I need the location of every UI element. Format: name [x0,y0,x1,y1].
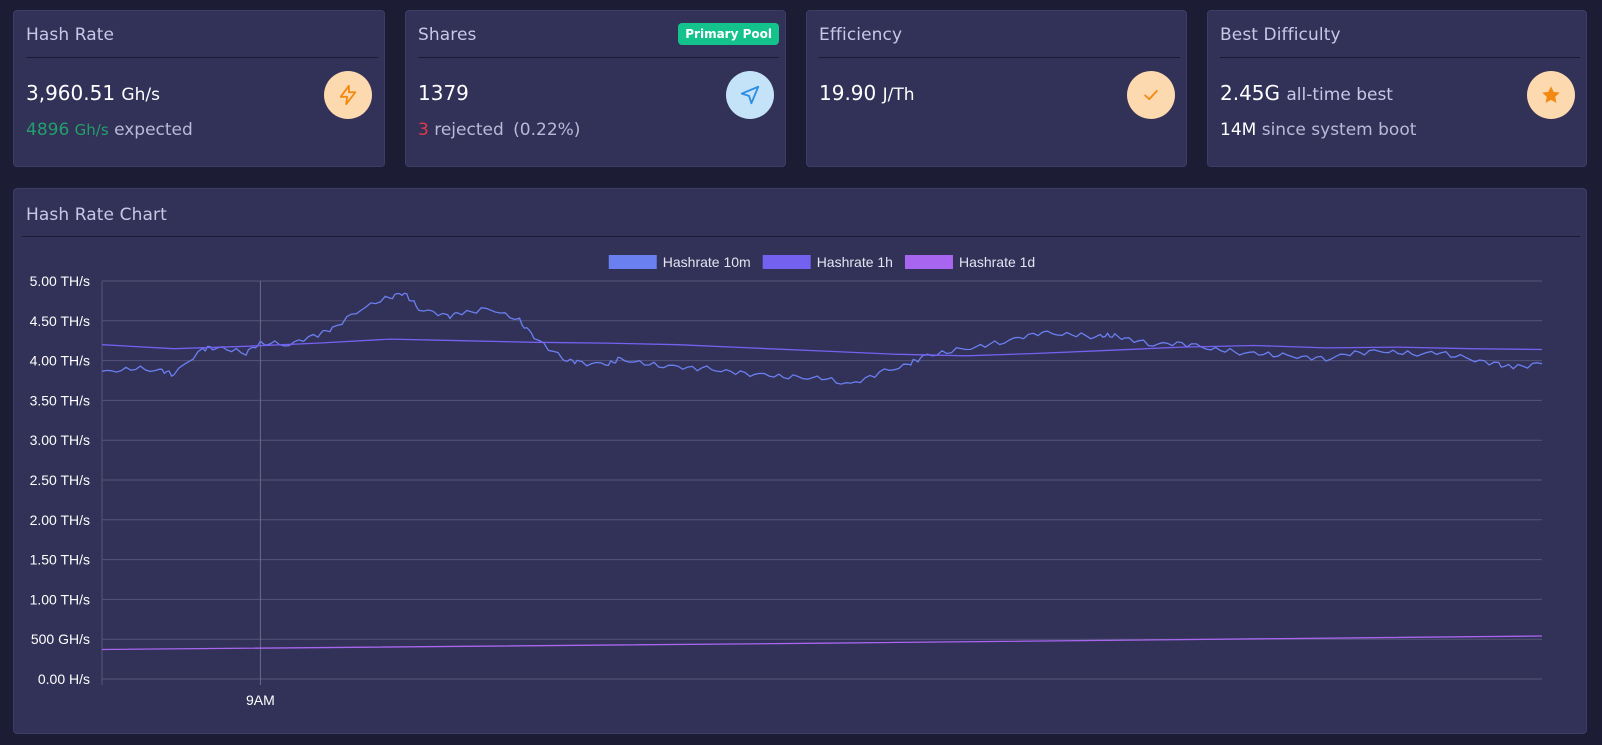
y-tick-label: 1.50 TH/s [30,552,90,568]
best-difficulty-card-divider [1220,57,1580,58]
best-difficulty-boot: 14M since system boot [1220,120,1416,140]
y-tick-label: 4.00 TH/s [30,353,90,369]
efficiency-unit: J/Th [882,85,915,105]
y-tick-label: 3.00 TH/s [30,432,90,448]
shares-card-divider [418,57,779,58]
shares-value: 1379 [418,81,469,105]
best-difficulty-card: Best Difficulty 2.45G all-time best 14M … [1207,10,1587,167]
lightning-icon [324,71,372,119]
shares-card: Shares Primary Pool 1379 3 rejected (0.2… [405,10,786,167]
shares-number: 1379 [418,81,469,105]
best-difficulty-boot-value: 14M [1220,120,1257,140]
chart-title: Hash Rate Chart [26,205,167,225]
y-tick-label: 500 GH/s [31,631,90,647]
hashrate-chart-card: Hash Rate Chart 0.00 H/s 500 GH/s 1.00 TH/… [13,188,1587,734]
y-tick-label: 1.00 TH/s [30,591,90,607]
hashrate-unit: Gh/s [121,85,160,105]
legend-label-3: Hashrate 1d [959,254,1035,270]
y-tick-label: 2.50 TH/s [30,472,90,488]
best-difficulty-number: 2.45G [1220,81,1281,105]
efficiency-card-title: Efficiency [819,25,903,45]
hashrate-number: 3,960.51 [26,81,116,105]
y-tick-label: 2.00 TH/s [30,512,90,528]
efficiency-number: 19.90 [819,81,877,105]
efficiency-card: Efficiency 19.90 J/Th [806,10,1187,167]
legend-swatch-3 [904,255,953,269]
chart-divider [22,236,1580,237]
y-tick-label: 3.50 TH/s [30,392,90,408]
hashrate-expected-label: expected [114,120,193,140]
series-line-3 [101,635,1543,651]
shares-rejected: 3 rejected (0.22%) [418,120,580,140]
y-tick-label: 0.00 H/s [38,671,90,687]
hashrate-card: Hash Rate 3,960.51 Gh/s 4896 Gh/s expect… [13,10,385,167]
efficiency-value: 19.90 J/Th [819,81,915,105]
shares-rejected-count: 3 [418,120,429,140]
efficiency-card-divider [819,57,1180,58]
primary-pool-badge: Primary Pool [678,23,779,45]
y-tick-label: 4.50 TH/s [30,313,90,329]
legend-swatch-2 [762,255,811,269]
best-difficulty-suffix: all-time best [1286,85,1393,105]
hashrate-expected: 4896 Gh/s expected [26,120,193,140]
hashrate-chart[interactable]: 0.00 H/s 500 GH/s 1.00 TH/s 1.50 TH/s 2.00 T… [14,189,1588,735]
shares-rejected-label: rejected [434,120,504,140]
best-difficulty-card-title: Best Difficulty [1220,25,1341,45]
hashrate-expected-unit: Gh/s [74,121,109,139]
hashrate-card-title: Hash Rate [26,25,115,45]
star-icon [1527,71,1575,119]
legend-label-1: Hashrate 10m [663,254,751,270]
series-line-1 [101,292,1543,385]
legend-swatch-1 [608,255,657,269]
x-tick-label: 9AM [246,692,275,708]
best-difficulty-boot-label: since system boot [1261,120,1417,140]
hashrate-card-divider [26,57,378,58]
shares-card-title: Shares [418,25,477,45]
hashrate-value: 3,960.51 Gh/s [26,81,160,105]
check-icon [1127,71,1175,119]
best-difficulty-value: 2.45G all-time best [1220,81,1393,105]
legend-label-2: Hashrate 1h [817,254,893,270]
send-icon [726,71,774,119]
hashrate-expected-value: 4896 [26,120,70,140]
shares-rejected-percent: (0.22%) [513,120,581,140]
series-line-2 [101,338,1543,357]
y-tick-label: 5.00 TH/s [30,273,90,289]
